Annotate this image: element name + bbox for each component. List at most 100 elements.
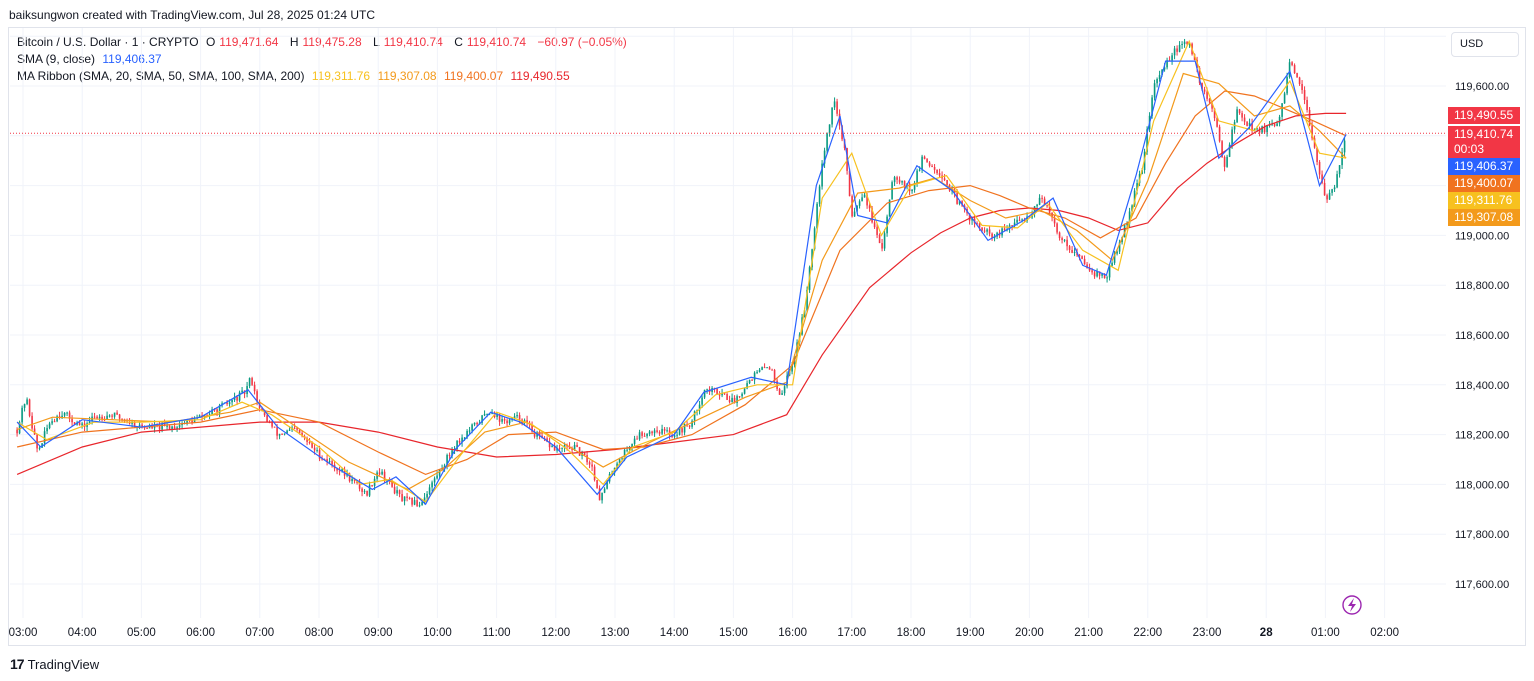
candle-body [826, 133, 828, 151]
candle-body [336, 468, 338, 471]
candle-body [173, 426, 176, 429]
candle-body [113, 412, 116, 417]
candle-body [131, 422, 133, 424]
candle-body [1078, 255, 1081, 257]
candle-body [308, 441, 311, 443]
x-tick-label: 09:00 [364, 627, 393, 639]
candle-body [1201, 82, 1203, 90]
candle-body [921, 156, 923, 170]
lightning-icon [1342, 595, 1362, 615]
candle-body [593, 466, 596, 481]
y-tick-label: 117,600.00 [1455, 579, 1509, 591]
tradingview-logo[interactable]: 17 TradingView [10, 656, 99, 672]
candle-body [726, 393, 728, 400]
candle-body [93, 416, 96, 418]
candle-body [501, 419, 503, 422]
x-tick-label: 05:00 [127, 627, 156, 639]
candle-body [568, 446, 571, 449]
candle-body [26, 399, 28, 405]
candle-body [991, 233, 993, 239]
candle-body [716, 388, 718, 395]
sma-value: 119,406.37 [102, 52, 162, 66]
candle-body [181, 423, 183, 426]
candle-body [863, 194, 866, 198]
candle-body [1156, 78, 1158, 84]
candle-body [1018, 219, 1021, 221]
candle-body [1118, 242, 1121, 252]
candle-body [168, 425, 171, 430]
candle-body [283, 433, 286, 435]
ma-line-sma9 [16, 60, 1347, 506]
candle-body [61, 415, 63, 418]
candle-body [1101, 273, 1103, 276]
candle-body [703, 389, 706, 398]
candle-body [121, 418, 123, 420]
candle-body [96, 416, 98, 419]
candle-body [903, 180, 906, 187]
candle-body [1026, 216, 1028, 222]
candle-body [756, 371, 758, 373]
candle-body [1198, 67, 1201, 83]
candle-body [406, 496, 408, 498]
candle-body [1066, 239, 1068, 247]
candle-body [753, 372, 756, 381]
sma-legend[interactable]: SMA (9, close) 119,406.37 [17, 52, 166, 66]
candle-body [978, 223, 981, 228]
candle-body [516, 415, 518, 417]
candle-body [1186, 41, 1188, 44]
candle-body [721, 393, 723, 396]
candle-body [1246, 121, 1248, 127]
candle-body [553, 445, 556, 451]
candle-body [531, 424, 533, 432]
ribbon-legend[interactable]: MA Ribbon (SMA, 20, SMA, 50, SMA, 100, S… [17, 69, 574, 83]
candle-body [436, 475, 438, 479]
x-tick-label: 21:00 [1074, 627, 1103, 639]
candle-body [796, 342, 798, 356]
x-tick-label: 08:00 [305, 627, 334, 639]
x-tick-label: 18:00 [897, 627, 926, 639]
candle-body [1096, 271, 1098, 277]
candle-body [1213, 108, 1216, 119]
candle-body [656, 430, 658, 432]
candle-body [416, 500, 418, 506]
last-price-value: 119,410.74 [1454, 127, 1514, 141]
candle-body [1278, 116, 1281, 124]
candle-body [446, 454, 448, 466]
candle-body [936, 169, 938, 174]
candle-body [1261, 126, 1263, 133]
candle-body [218, 405, 221, 414]
candle-body [641, 432, 643, 436]
candle-body [661, 428, 663, 434]
symbol-name: Bitcoin / U.S. Dollar · 1 · CRYPTO [17, 35, 199, 49]
candle-body [956, 193, 958, 204]
candle-body [233, 396, 236, 401]
candle-body [273, 426, 276, 428]
candle-body [938, 173, 941, 176]
candle-body [43, 431, 46, 444]
high-value: 119,475.28 [302, 35, 362, 49]
candle-body [293, 427, 296, 429]
candle-body [666, 430, 668, 432]
candle-body [476, 422, 478, 425]
candle-body [538, 432, 541, 436]
candle-body [228, 402, 231, 405]
candle-body [1073, 251, 1076, 253]
candle-body [816, 203, 818, 229]
candle-body [193, 418, 196, 423]
currency-button[interactable]: USD [1451, 32, 1519, 57]
candle-body [138, 424, 141, 427]
y-tick-label: 118,200.00 [1455, 430, 1509, 442]
candle-body [161, 423, 163, 430]
candle-body [51, 421, 53, 424]
candle-body [298, 429, 301, 433]
candle-body [251, 378, 253, 385]
candle-body [1011, 225, 1013, 227]
high-label: H [289, 35, 299, 49]
candle-body [1301, 84, 1303, 91]
candle-body [81, 423, 83, 426]
candle-body [558, 447, 561, 449]
candle-body [38, 447, 41, 449]
candle-body [926, 158, 928, 163]
candle-body [1123, 225, 1126, 238]
